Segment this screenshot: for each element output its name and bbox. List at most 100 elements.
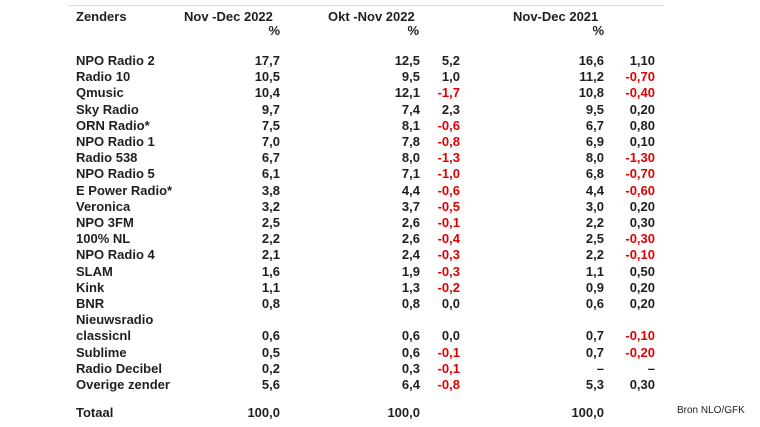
value-nov-dec-2021: 0,6: [585, 296, 604, 311]
station-name: Veronica: [76, 198, 131, 214]
change-vs-okt-nov-2022: -1,0: [437, 166, 460, 182]
value-okt-nov-2022: 6,4: [401, 377, 420, 392]
header-nov-dec-2021: Nov-Dec 2021: [513, 9, 599, 24]
change-vs-okt-nov-2022: -1,7: [437, 85, 460, 101]
value-okt-nov-2022: 12,5: [394, 53, 420, 68]
change-vs-nov-dec-2021: -0,10: [625, 247, 655, 263]
station-name: Overige zender: [76, 377, 170, 392]
station-name: NPO Radio 5: [76, 166, 155, 182]
value-nov-dec-2022: 17,7: [254, 53, 280, 68]
value-okt-nov-2022: 1,9: [401, 263, 420, 279]
change-vs-okt-nov-2022: -0,2: [437, 279, 460, 295]
header-percent-nov-dec-2021: %: [592, 23, 604, 38]
station-name: 100% NL: [76, 231, 131, 247]
change-vs-nov-dec-2021: -0,10: [625, 328, 655, 344]
value-nov-dec-2022: 5,6: [261, 377, 280, 392]
change-vs-nov-dec-2021: -0,30: [625, 231, 655, 247]
header-stations: Zenders: [76, 9, 127, 24]
change-vs-okt-nov-2022: 0,0: [441, 328, 460, 344]
value-nov-dec-2021: 5,3: [585, 377, 604, 392]
station-name: Nieuwsradio: [76, 312, 154, 328]
value-nov-dec-2022: 3,8: [261, 182, 280, 198]
change-vs-nov-dec-2021: 0,20: [629, 101, 655, 117]
change-vs-okt-nov-2022: -0,1: [437, 215, 460, 230]
change-vs-okt-nov-2022: 0,0: [441, 296, 460, 311]
value-nov-dec-2022: 6,1: [261, 166, 280, 182]
station-name: Sky Radio: [76, 101, 139, 117]
change-vs-nov-dec-2021: 0,30: [629, 215, 655, 230]
station-name: Radio 538: [76, 150, 138, 166]
value-nov-dec-2021: 2,2: [585, 247, 604, 263]
change-vs-nov-dec-2021: 0,20: [629, 198, 655, 214]
change-vs-okt-nov-2022: -0,4: [437, 231, 460, 247]
change-vs-okt-nov-2022: -0,5: [437, 198, 460, 214]
source-note: Bron NLO/GFK: [677, 405, 745, 416]
change-vs-nov-dec-2021: 0,20: [629, 296, 655, 311]
station-name: BNR: [76, 296, 105, 311]
change-vs-nov-dec-2021: -1,30: [625, 150, 655, 166]
change-vs-okt-nov-2022: -0,1: [437, 360, 460, 376]
value-nov-dec-2021: 6,8: [585, 166, 604, 182]
value-okt-nov-2022: 0,8: [401, 296, 420, 311]
value-nov-dec-2021: 2,5: [585, 231, 604, 247]
value-okt-nov-2022: 9,5: [401, 69, 420, 85]
value-nov-dec-2021: 2,2: [585, 215, 604, 230]
value-nov-dec-2022: 0,2: [261, 360, 280, 376]
change-vs-okt-nov-2022: -0,1: [437, 344, 460, 360]
value-nov-dec-2021: 6,9: [585, 134, 604, 149]
total-nov-dec-2022: 100,0: [247, 405, 280, 420]
value-okt-nov-2022: 0,6: [401, 328, 420, 344]
value-nov-dec-2021: –: [596, 360, 604, 376]
value-okt-nov-2022: 2,6: [401, 231, 420, 247]
value-nov-dec-2021: 8,0: [585, 150, 604, 166]
value-okt-nov-2022: 8,1: [401, 117, 420, 133]
header-percent-nov-dec-2022: %: [268, 23, 280, 38]
value-nov-dec-2021: 0,9: [585, 279, 604, 295]
value-nov-dec-2022: 0,8: [261, 296, 280, 311]
value-okt-nov-2022: 2,4: [401, 247, 420, 263]
change-vs-okt-nov-2022: 2,3: [441, 101, 460, 117]
value-nov-dec-2021: 16,6: [578, 53, 604, 68]
change-vs-okt-nov-2022: -1,3: [437, 150, 460, 166]
value-nov-dec-2021: 1,1: [585, 263, 604, 279]
header-percent-okt-nov-2022: %: [407, 23, 419, 38]
change-vs-nov-dec-2021: 0,80: [629, 117, 655, 133]
value-nov-dec-2021: 9,5: [585, 101, 604, 117]
change-vs-nov-dec-2021: -0,40: [625, 85, 655, 101]
station-name: Kink: [76, 279, 105, 295]
station-name: NPO Radio 4: [76, 247, 155, 263]
station-name: Sublime: [76, 344, 127, 360]
value-nov-dec-2022: 9,7: [261, 101, 280, 117]
station-name: Qmusic: [76, 85, 124, 101]
change-vs-nov-dec-2021: 0,50: [629, 263, 655, 279]
header-nov-dec-2022: Nov -Dec 2022: [184, 9, 273, 24]
value-nov-dec-2022: 2,1: [261, 247, 280, 263]
value-okt-nov-2022: 0,6: [401, 344, 420, 360]
change-vs-okt-nov-2022: -0,6: [437, 117, 460, 133]
value-nov-dec-2021: 0,7: [585, 344, 604, 360]
change-vs-okt-nov-2022: -0,3: [437, 263, 460, 279]
total-nov-dec-2021: 100,0: [571, 405, 604, 420]
value-nov-dec-2022: 6,7: [261, 150, 280, 166]
change-vs-nov-dec-2021: -0,70: [625, 69, 655, 85]
station-name: E Power Radio*: [76, 182, 173, 198]
value-nov-dec-2021: 3,0: [585, 198, 604, 214]
value-nov-dec-2022: 10,5: [254, 69, 280, 85]
value-nov-dec-2022: 1,1: [261, 279, 280, 295]
value-nov-dec-2022: 1,6: [261, 263, 280, 279]
change-vs-nov-dec-2021: 0,10: [629, 134, 655, 149]
station-name: NPO Radio 1: [76, 134, 155, 149]
change-vs-nov-dec-2021: -0,60: [625, 182, 655, 198]
value-nov-dec-2021: 11,2: [579, 69, 604, 85]
value-okt-nov-2022: 7,4: [401, 101, 420, 117]
station-name: SLAM: [76, 263, 113, 279]
station-name: classicnl: [76, 328, 131, 344]
station-name: NPO 3FM: [76, 215, 134, 230]
value-okt-nov-2022: 7,8: [401, 134, 420, 149]
value-nov-dec-2022: 0,5: [261, 344, 280, 360]
change-vs-okt-nov-2022: 5,2: [441, 53, 460, 68]
value-okt-nov-2022: 7,1: [401, 166, 420, 182]
change-vs-okt-nov-2022: 1,0: [441, 69, 460, 85]
value-okt-nov-2022: 0,3: [401, 360, 420, 376]
